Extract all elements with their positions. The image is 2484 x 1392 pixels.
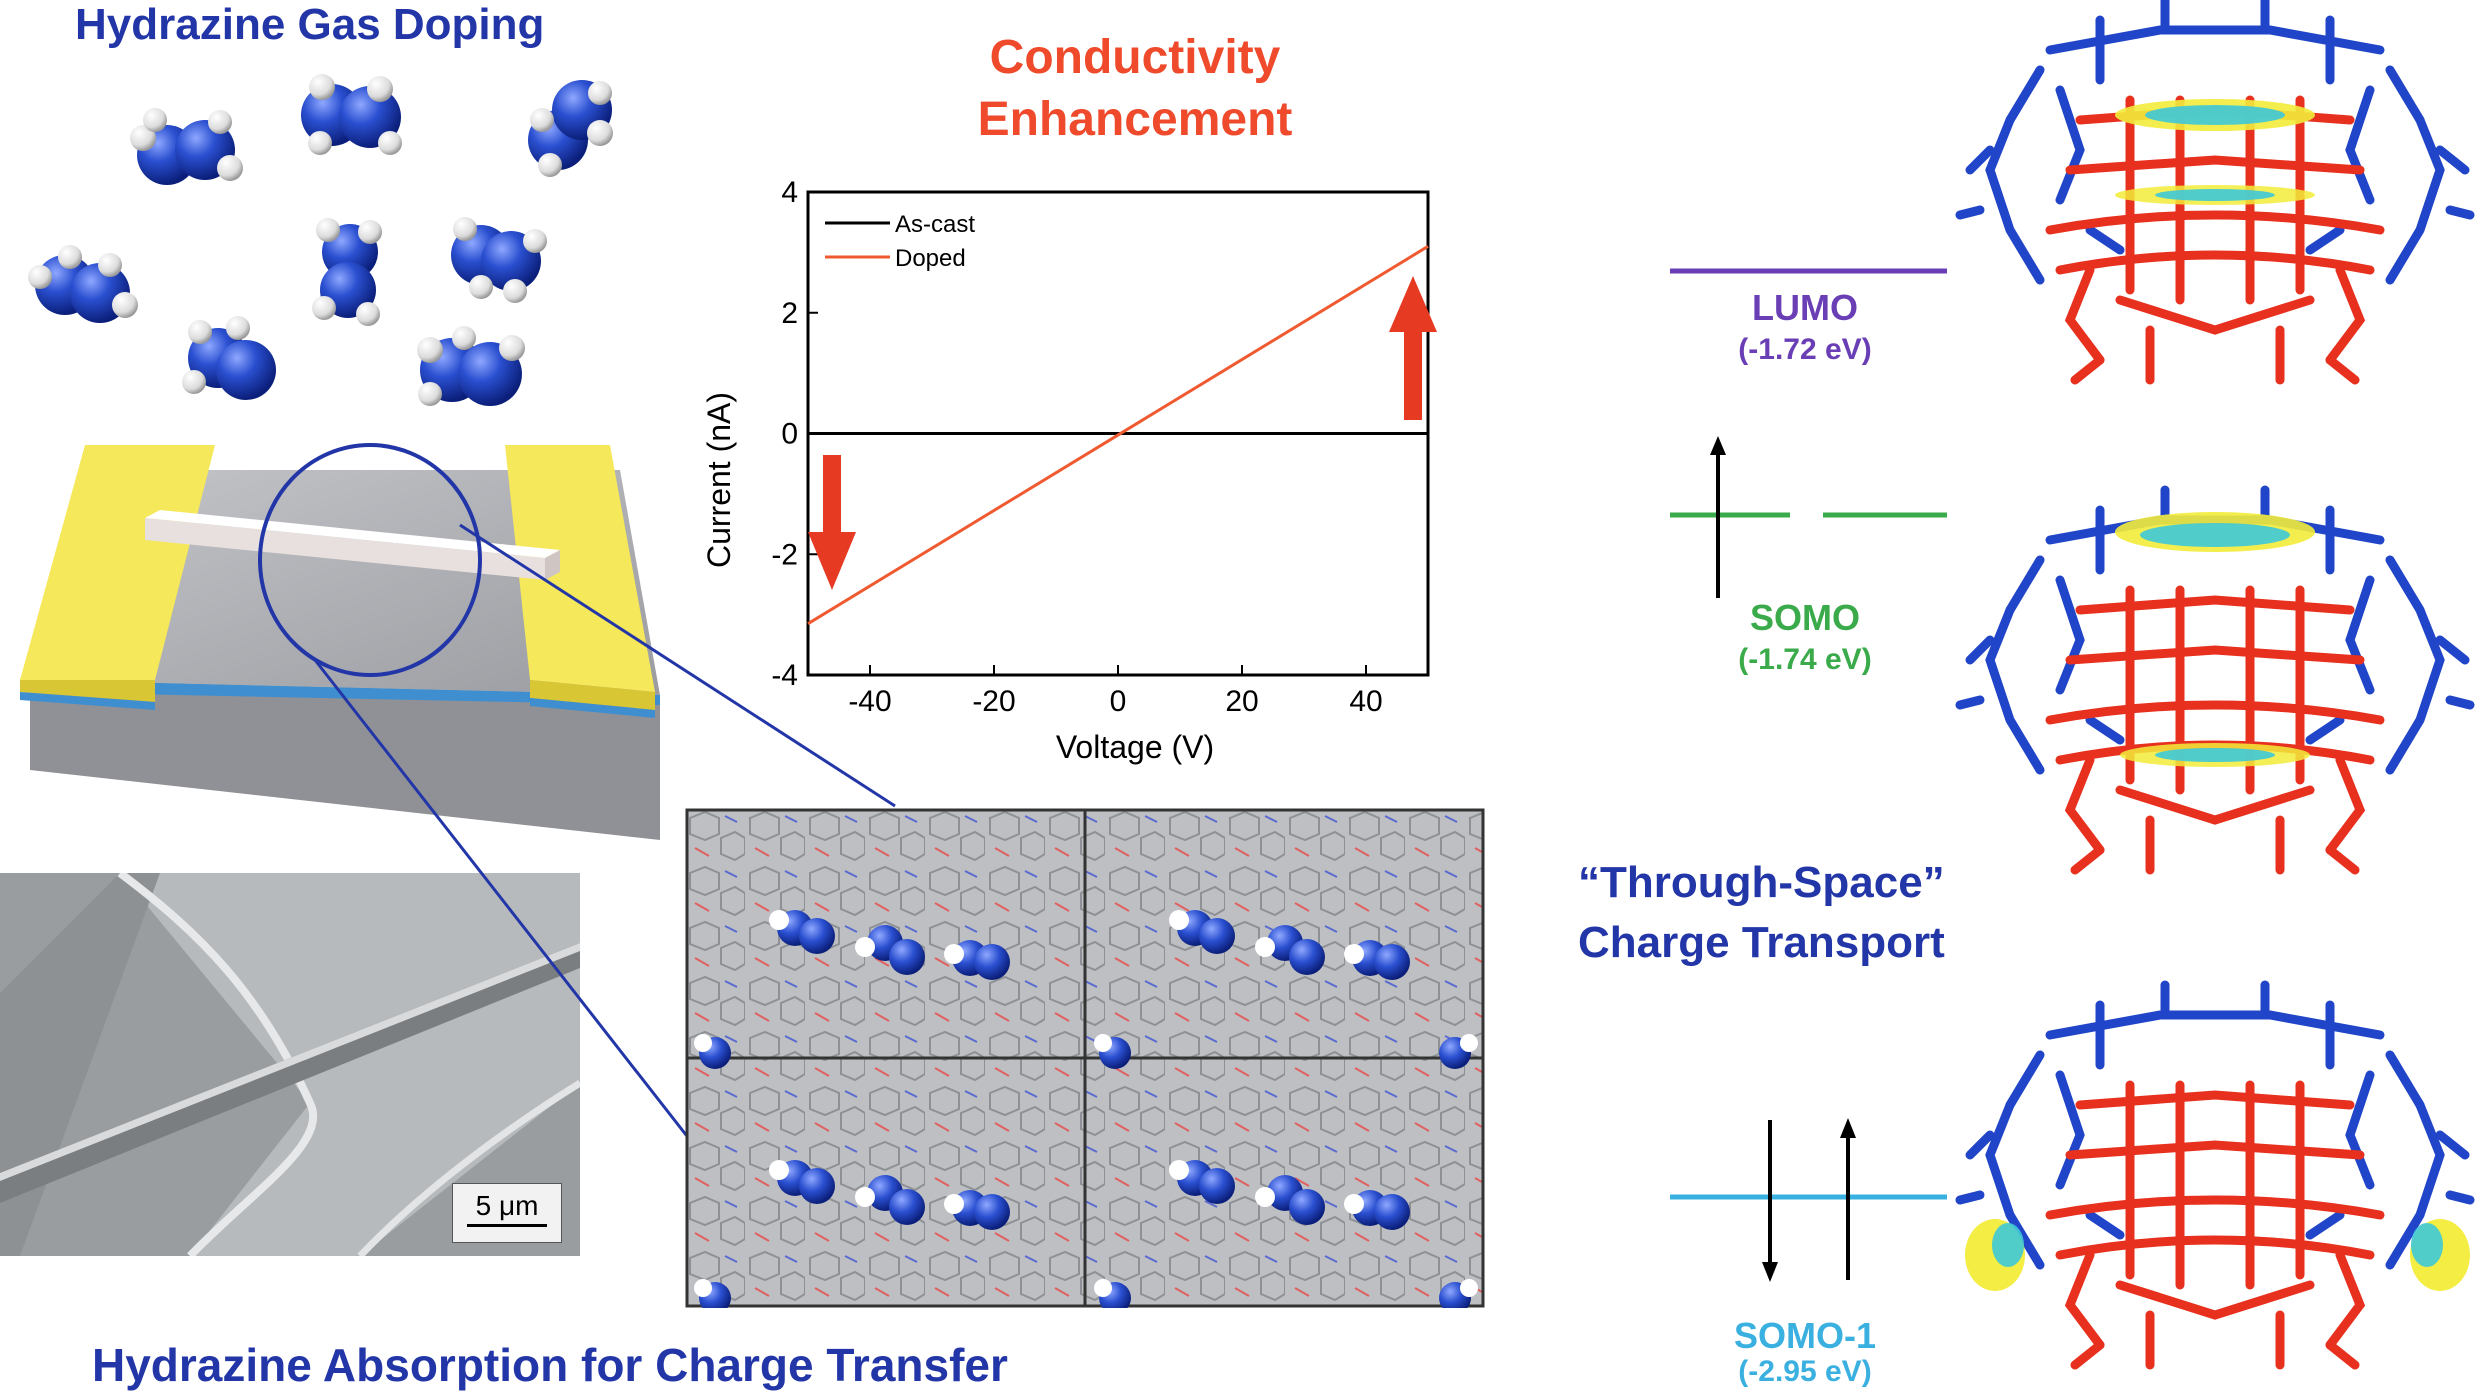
- chart-legend: As-cast Doped: [825, 211, 975, 272]
- absorbed-hydrazine-group: [694, 910, 1478, 1308]
- lumo-label: LUMO: [1752, 287, 1858, 328]
- legend-label-ascast: As-cast: [895, 211, 975, 238]
- somo-energy: (-1.74 eV): [1738, 643, 1872, 676]
- y-tick-label: 4: [781, 176, 798, 209]
- hydrazine-molecule: [130, 108, 243, 185]
- electron-up-arrow-icon: [1840, 1118, 1856, 1280]
- energy-level-diagram: [1670, 268, 1947, 1282]
- conductivity-title-line1: Conductivity: [989, 31, 1281, 84]
- x-tick-label: -20: [972, 685, 1015, 718]
- y-tick-label: -4: [771, 659, 798, 692]
- hydrazine-molecule: [528, 80, 613, 177]
- sem-image: 5 μm: [0, 873, 580, 1256]
- lumo-structure: [1960, 0, 2470, 380]
- right-electrode: [505, 445, 655, 718]
- zoom-circle: [258, 443, 482, 677]
- somo1-energy: (-2.95 eV): [1738, 1355, 1872, 1388]
- y-tick-label: 2: [781, 297, 798, 330]
- hydrazine-molecule: [417, 326, 525, 406]
- somo1-structure: [1960, 985, 2470, 1365]
- hydrazine-molecules-illustration: [28, 74, 613, 406]
- y-tick-label: -2: [771, 538, 798, 571]
- x-tick-label: 20: [1225, 685, 1258, 718]
- legend-label-doped: Doped: [895, 245, 966, 272]
- x-tick-label: 0: [1110, 685, 1127, 718]
- hydrazine-molecule: [182, 316, 276, 400]
- through-space-title-line2: Charge Transport: [1578, 918, 1945, 967]
- somo-structure: [1960, 490, 2470, 870]
- hydrazine-molecule: [451, 217, 547, 303]
- scale-bar-label: 5 μm: [475, 1190, 539, 1221]
- down-arrow-icon: [808, 455, 856, 590]
- left-electrode: [20, 445, 215, 710]
- hydrazine-molecule: [301, 74, 402, 155]
- crystal-packing-grid: [685, 808, 1485, 1308]
- lumo-energy: (-1.72 eV): [1738, 333, 1872, 366]
- molecular-orbital-structures: [1950, 0, 2484, 1392]
- electron-up-arrow-icon: [1710, 436, 1726, 598]
- through-space-title-line1: “Through-Space”: [1578, 858, 1945, 907]
- x-tick-label: -40: [848, 685, 891, 718]
- hydrazine-molecule: [312, 218, 382, 326]
- absorption-title: Hydrazine Absorption for Charge Transfer: [92, 1339, 1008, 1391]
- x-tick-label: 40: [1349, 685, 1382, 718]
- nanobelt-crystal: [145, 510, 560, 580]
- series-line-doped: [807, 245, 1429, 625]
- scale-bar-box: 5 μm: [452, 1183, 562, 1243]
- scale-bar-line: [467, 1224, 547, 1227]
- hydrazine-molecule: [28, 245, 138, 323]
- y-tick-label: 0: [781, 418, 798, 451]
- somo-label: SOMO: [1749, 597, 1860, 638]
- electron-down-arrow-icon: [1762, 1120, 1778, 1282]
- conductivity-title-line2: Enhancement: [977, 93, 1293, 146]
- x-axis-label: Voltage (V): [1056, 729, 1214, 765]
- device-schematic: [20, 443, 660, 840]
- up-arrow-icon: [1389, 276, 1437, 420]
- gas-doping-title: Hydrazine Gas Doping: [75, 0, 545, 49]
- y-axis-label: Current (nA): [701, 392, 737, 568]
- substrate-front: [30, 680, 660, 840]
- somo1-label: SOMO-1: [1733, 1315, 1876, 1356]
